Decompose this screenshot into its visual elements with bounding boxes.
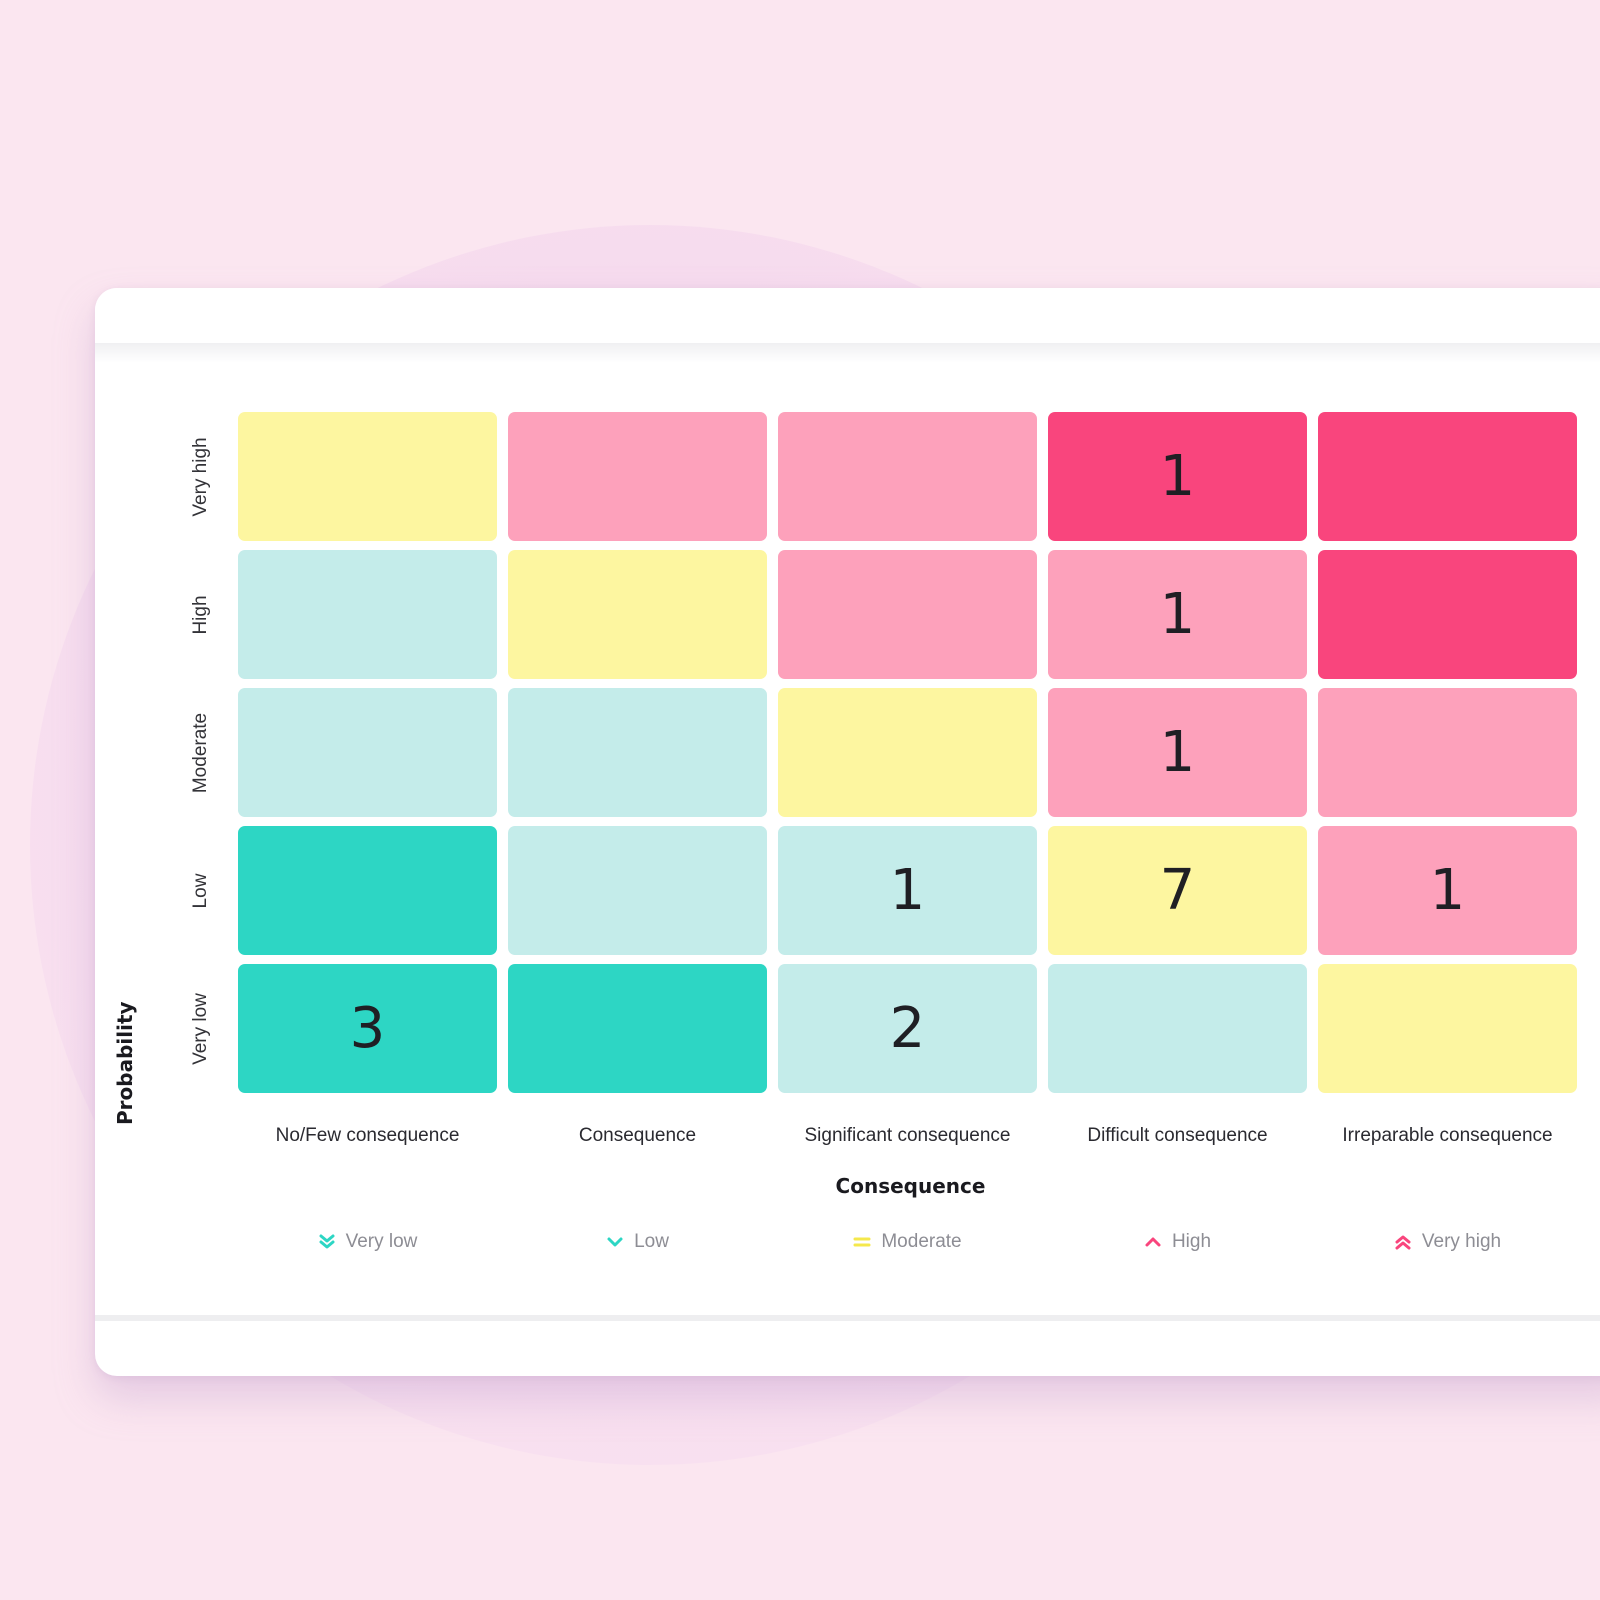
matrix-cell[interactable] [238,412,497,541]
column-label-irreparable-consequence: Irreparable consequence [1342,1125,1553,1146]
legend-label: Very high [1421,1231,1502,1252]
matrix-cell[interactable]: 1 [778,826,1037,955]
double-chevron-up-icon [1394,1233,1412,1251]
row-label-very-high: Very high [190,436,211,517]
matrix-cell[interactable] [778,412,1037,541]
row-label-low: Low [190,873,211,908]
matrix-cell[interactable] [508,964,767,1093]
row-label-moderate: Moderate [190,712,211,793]
matrix-cell[interactable]: 1 [1048,412,1307,541]
matrix-cell[interactable]: 7 [1048,826,1307,955]
cell-count: 1 [1159,720,1196,785]
x-axis-title: Consequence [835,1174,986,1198]
cell-count: 3 [349,996,386,1061]
legend-item-low: Low [508,1231,767,1253]
legend-item-moderate: Moderate [778,1231,1037,1253]
matrix-cell[interactable]: 3 [238,964,497,1093]
cell-count: 1 [1159,582,1196,647]
matrix-cell[interactable] [238,550,497,679]
legend-label: Moderate [881,1231,962,1252]
column-label-no-few-consequence: No/Few consequence [275,1125,460,1146]
footer-divider [95,1315,1600,1321]
matrix-cell[interactable] [1318,964,1577,1093]
matrix-cell[interactable]: 1 [1048,550,1307,679]
matrix-cell[interactable] [508,550,767,679]
cell-count: 2 [889,996,926,1061]
legend-label: Very low [345,1231,418,1252]
card-header [95,288,1600,343]
row-label-very-low: Very low [190,992,211,1065]
matrix-cell[interactable] [238,688,497,817]
matrix-cell[interactable] [1318,412,1577,541]
column-label-consequence: Consequence [578,1125,697,1146]
legend-item-very-high: Very high [1318,1231,1577,1253]
matrix-cell[interactable] [508,412,767,541]
matrix-cell[interactable] [778,550,1037,679]
matrix-cell[interactable] [1318,550,1577,679]
legend-label: Low [634,1231,669,1252]
column-label-significant-consequence: Significant consequence [804,1125,1011,1146]
column-label-difficult-consequence: Difficult consequence [1087,1125,1268,1146]
header-divider [95,343,1600,363]
matrix-cell[interactable] [1318,688,1577,817]
cell-count: 1 [1429,858,1466,923]
matrix-cell[interactable]: 1 [1048,688,1307,817]
cell-count: 1 [889,858,926,923]
matrix-cell[interactable] [778,688,1037,817]
row-label-high: High [190,594,211,635]
matrix-cell[interactable] [1048,964,1307,1093]
matrix-cell[interactable] [238,826,497,955]
matrix-cell[interactable] [508,826,767,955]
legend-label: High [1171,1231,1212,1252]
matrix-cell[interactable] [508,688,767,817]
cell-count: 1 [1159,444,1196,509]
matrix-cell[interactable]: 1 [1318,826,1577,955]
double-chevron-down-icon [318,1233,336,1251]
y-axis-title: Probability [113,1001,137,1125]
chevron-down-icon [606,1233,624,1251]
equals-icon [853,1233,871,1251]
legend-item-very-low: Very low [238,1231,497,1253]
legend-item-high: High [1048,1231,1307,1253]
matrix-cell[interactable]: 2 [778,964,1037,1093]
cell-count: 7 [1159,858,1196,923]
chevron-up-icon [1144,1233,1162,1251]
